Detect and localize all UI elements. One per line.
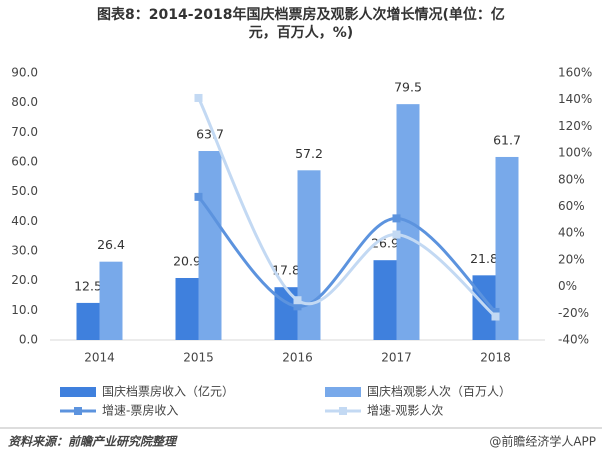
bar bbox=[495, 156, 519, 340]
marker bbox=[491, 312, 500, 321]
y2-tick-label: -20% bbox=[558, 306, 589, 320]
data-label: 61.7 bbox=[493, 132, 521, 147]
bar bbox=[198, 151, 222, 340]
marker bbox=[194, 93, 203, 102]
bar bbox=[274, 287, 298, 340]
y-tick-label: 40.0 bbox=[11, 214, 38, 228]
line bbox=[197, 195, 497, 314]
legend-label: 国庆档观影人次（百万人） bbox=[367, 385, 511, 399]
y-tick-label: 0.0 bbox=[19, 333, 38, 347]
bar bbox=[297, 170, 321, 340]
y-tick-label: 10.0 bbox=[11, 303, 38, 317]
data-label: 63.7 bbox=[196, 127, 224, 142]
y2-tick-label: -40% bbox=[558, 333, 589, 347]
y-tick-label: 30.0 bbox=[11, 244, 38, 258]
marker bbox=[392, 230, 401, 239]
data-label: 12.5 bbox=[74, 278, 102, 293]
bar bbox=[175, 277, 199, 340]
marker bbox=[392, 214, 401, 223]
x-tick-label: 2016 bbox=[282, 351, 313, 365]
y2-tick-label: 140% bbox=[558, 92, 592, 106]
data-label: 79.5 bbox=[394, 80, 422, 95]
credit: @前瞻经济学人APP bbox=[489, 434, 596, 449]
y-tick-label: 80.0 bbox=[11, 95, 38, 109]
data-label: 17.8 bbox=[272, 263, 300, 278]
legend-label: 增速-观影人次 bbox=[367, 404, 443, 418]
marker bbox=[293, 296, 302, 305]
y2-tick-label: 80% bbox=[558, 172, 585, 186]
marker bbox=[194, 192, 203, 201]
marker bbox=[491, 307, 500, 316]
chart-title: 图表8：2014-2018年国庆档票房及观影人次增长情况(单位：亿元，百万人，%… bbox=[97, 7, 505, 41]
y2-tick-label: 60% bbox=[558, 199, 585, 213]
data-label: 26.4 bbox=[97, 237, 125, 252]
y2-tick-label: 160% bbox=[558, 66, 592, 80]
data-label: 20.9 bbox=[173, 253, 201, 268]
bar bbox=[99, 261, 123, 340]
x-tick-label: 2018 bbox=[480, 351, 511, 365]
source: 资料来源：前瞻产业研究院整理 bbox=[8, 435, 178, 449]
legend-label: 国庆档票房收入（亿元） bbox=[102, 384, 234, 399]
x-tick-label: 2014 bbox=[84, 351, 115, 365]
y-tick-label: 70.0 bbox=[11, 125, 38, 139]
y2-tick-label: 100% bbox=[558, 146, 592, 160]
legend-swatch bbox=[325, 387, 361, 397]
data-label: 26.9 bbox=[371, 236, 399, 251]
bar bbox=[76, 302, 100, 340]
bar bbox=[373, 260, 397, 340]
legend-label: 增速-票房收入 bbox=[102, 403, 178, 418]
marker bbox=[293, 302, 302, 311]
data-label: 21.8 bbox=[470, 251, 498, 266]
y-tick-label: 60.0 bbox=[11, 155, 38, 169]
y2-tick-label: 40% bbox=[558, 226, 585, 240]
x-tick-label: 2015 bbox=[183, 351, 214, 365]
legend-swatch bbox=[339, 407, 347, 415]
y-tick-label: 20.0 bbox=[11, 273, 38, 287]
line bbox=[197, 97, 497, 318]
y-tick-label: 90.0 bbox=[11, 66, 38, 80]
legend-swatch bbox=[60, 387, 96, 397]
data-label: 57.2 bbox=[295, 146, 323, 161]
y2-tick-label: 120% bbox=[558, 119, 592, 133]
y2-tick-label: 20% bbox=[558, 252, 585, 266]
y2-tick-label: 0% bbox=[558, 279, 577, 293]
x-tick-label: 2017 bbox=[381, 351, 412, 365]
y-tick-label: 50.0 bbox=[11, 184, 38, 198]
legend-swatch bbox=[74, 407, 82, 415]
